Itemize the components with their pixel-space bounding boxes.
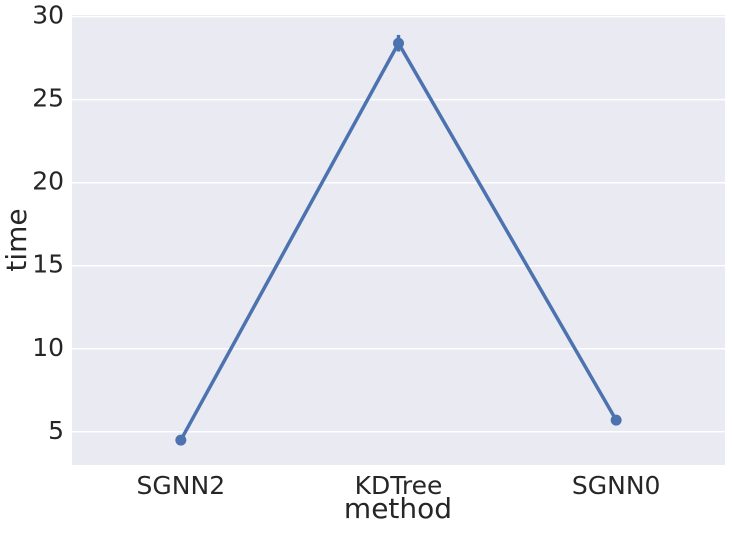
x-tick-label: KDTree [355, 471, 443, 500]
y-tick-label: 5 [48, 416, 64, 445]
y-tick-label: 30 [32, 1, 64, 30]
point [393, 37, 404, 49]
x-axis-label: method [344, 492, 452, 525]
point [610, 414, 622, 426]
point [175, 434, 187, 446]
x-tick-label: SGNN2 [137, 471, 226, 500]
y-tick-label: 10 [32, 333, 64, 362]
y-tick-label: 20 [32, 167, 64, 196]
x-tick-label: SGNN0 [572, 471, 661, 500]
plot-area [72, 15, 725, 465]
y-tick-label: 15 [32, 250, 64, 279]
y-tick-label: 25 [32, 84, 64, 113]
y-axis-label: time [0, 208, 33, 271]
